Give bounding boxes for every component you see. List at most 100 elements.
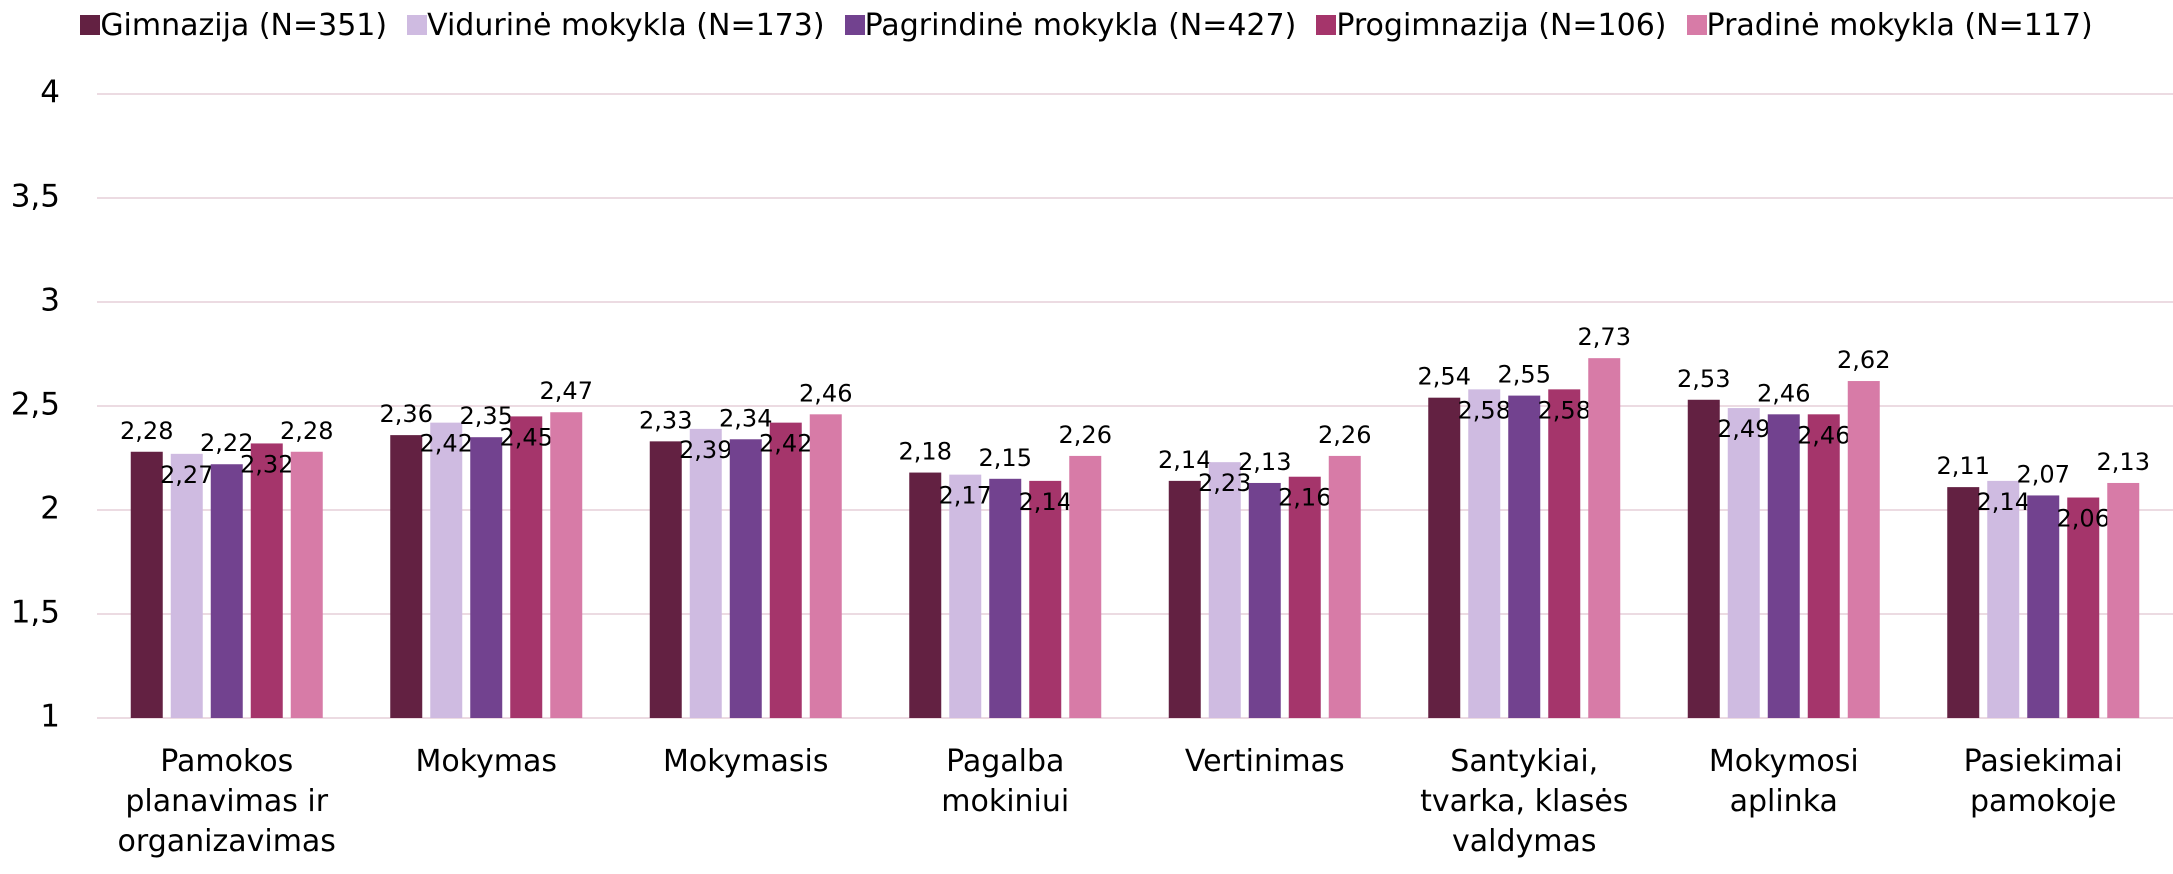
x-tick-label: Mokymas <box>415 744 558 779</box>
bar <box>2067 497 2100 718</box>
bar <box>909 472 942 718</box>
bar <box>430 422 463 718</box>
bar <box>729 439 762 718</box>
value-label: 2,46 <box>799 379 852 407</box>
value-label: 2,53 <box>1677 365 1730 393</box>
value-label: 2,28 <box>280 417 333 445</box>
bar <box>1069 455 1102 718</box>
bar <box>1687 399 1720 718</box>
bar <box>989 478 1022 718</box>
x-tick-label: Pagalba mokiniui <box>941 744 1070 819</box>
bar <box>470 437 503 718</box>
bar <box>1468 389 1501 718</box>
y-tick-label: 4 <box>40 75 60 111</box>
value-label: 2,14 <box>1019 488 1072 516</box>
value-label: 2,54 <box>1418 363 1471 391</box>
value-label: 2,28 <box>120 417 173 445</box>
value-label: 2,42 <box>420 430 473 458</box>
bar <box>130 451 163 718</box>
x-tick-label: Pamokos planavimas ir organizavimas <box>117 744 336 859</box>
bar <box>1168 480 1201 718</box>
value-label: 2,14 <box>1977 488 2030 516</box>
bar <box>1947 487 1980 718</box>
legend-swatch <box>844 15 865 35</box>
bar <box>1588 358 1621 718</box>
bar <box>390 435 423 718</box>
bar <box>689 428 722 718</box>
bar <box>550 412 583 718</box>
value-label: 2,58 <box>1538 396 1591 424</box>
value-label: 2,45 <box>500 423 553 451</box>
value-label: 2,13 <box>1238 448 1291 476</box>
value-label: 2,14 <box>1158 446 1211 474</box>
legend-swatch <box>80 15 101 35</box>
y-tick-label: 2,5 <box>11 387 60 423</box>
value-label: 2,27 <box>160 461 213 489</box>
y-tick-label: 1 <box>40 699 60 735</box>
value-label: 2,47 <box>540 377 593 405</box>
value-label: 2,07 <box>2017 460 2070 488</box>
bar <box>1248 482 1281 718</box>
legend-label: Pagrindinė mokykla (N=427) <box>864 8 1297 43</box>
bar <box>1847 381 1880 718</box>
value-label: 2,73 <box>1578 323 1631 351</box>
value-label: 2,42 <box>759 430 812 458</box>
legend-item: Progimnazija (N=106) <box>1316 8 1667 43</box>
value-label: 2,17 <box>939 482 992 510</box>
value-label: 2,06 <box>2057 505 2110 533</box>
value-label: 2,39 <box>679 436 732 464</box>
legend-item: Gimnazija (N=351) <box>80 8 387 43</box>
bar <box>949 474 982 718</box>
y-tick-label: 3 <box>40 283 60 319</box>
value-label: 2,22 <box>200 429 253 457</box>
value-label: 2,16 <box>1278 484 1331 512</box>
x-tick-label: Santykiai, tvarka, klasės valdymas <box>1420 744 1629 859</box>
legend-label: Vidurinė mokykla (N=173) <box>427 8 825 43</box>
legend: Gimnazija (N=351) Vidurinė mokykla (N=173… <box>0 8 2173 43</box>
bar <box>1288 476 1321 718</box>
value-label: 2,26 <box>1318 421 1371 449</box>
value-label: 2,13 <box>2097 448 2150 476</box>
bar <box>1987 480 2020 718</box>
value-label: 2,58 <box>1458 396 1511 424</box>
bar <box>1767 414 1800 718</box>
value-label: 2,26 <box>1059 421 1112 449</box>
value-label: 2,62 <box>1837 346 1890 374</box>
bar <box>2027 495 2060 718</box>
bar <box>809 414 842 718</box>
value-label: 2,32 <box>240 450 293 478</box>
legend-item: Pagrindinė mokykla (N=427) <box>844 8 1297 43</box>
x-tick-label: Mokymasis <box>663 744 829 779</box>
value-label: 2,11 <box>1937 452 1990 480</box>
bar <box>1208 462 1241 718</box>
bar <box>1548 389 1581 718</box>
value-label: 2,15 <box>979 444 1032 472</box>
bar <box>170 453 203 718</box>
legend-item: Pradinė mokykla (N=117) <box>1686 8 2093 43</box>
legend-swatch <box>407 15 428 35</box>
legend-label: Pradinė mokykla (N=117) <box>1706 8 2093 43</box>
bar <box>290 451 323 718</box>
value-label: 2,23 <box>1198 469 1251 497</box>
value-label: 2,35 <box>460 402 513 430</box>
value-label: 2,18 <box>899 438 952 466</box>
value-label: 2,46 <box>1797 421 1850 449</box>
value-label: 2,49 <box>1717 415 1770 443</box>
bar <box>769 422 802 718</box>
y-tick-label: 2 <box>40 491 60 527</box>
bar <box>250 443 283 718</box>
x-tick-label: Mokymosi aplinka <box>1708 744 1859 819</box>
bar <box>510 416 543 718</box>
value-label: 2,33 <box>639 406 692 434</box>
bar <box>1807 414 1840 718</box>
value-label: 2,36 <box>380 400 433 428</box>
bar <box>649 441 682 718</box>
value-label: 2,46 <box>1757 379 1810 407</box>
y-tick-label: 1,5 <box>11 595 60 631</box>
bar <box>1508 395 1541 718</box>
legend-swatch <box>1316 15 1337 35</box>
legend-swatch <box>1686 15 1707 35</box>
bar <box>1328 455 1361 718</box>
